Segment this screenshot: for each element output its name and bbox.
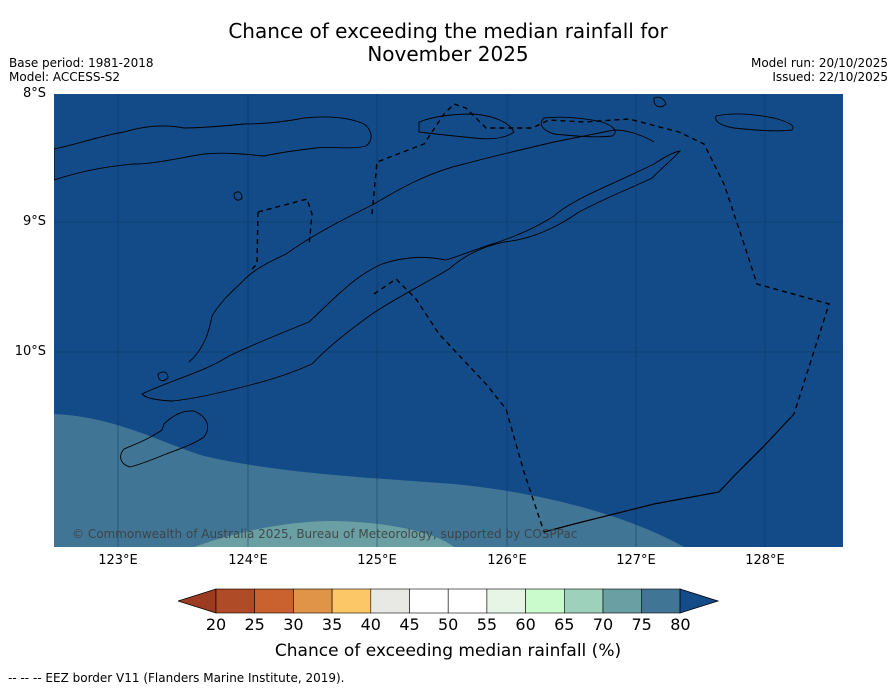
lat-label-8s: 8°S: [22, 86, 46, 101]
rainfall-map: [54, 94, 843, 547]
timor-island-coastline: [141, 150, 682, 402]
title-line-1: Chance of exceeding the median rainfall …: [228, 19, 668, 43]
graticule: [54, 94, 843, 547]
colorbar-over-triangle: [679, 588, 720, 614]
colorbar-cell-55-60: [486, 588, 526, 614]
colorbar-tick-20: 20: [205, 615, 227, 634]
colorbar-tick-30: 30: [283, 615, 304, 634]
colorbar-label: Chance of exceeding median rainfall (%): [274, 641, 622, 661]
colorbar-cell-60-65: [525, 588, 565, 614]
colorbar-tick-70: 70: [592, 615, 614, 634]
chart-title: Chance of exceeding the median rainfall …: [0, 20, 896, 66]
small-island-3: [157, 371, 169, 382]
colorbar-cell-30-35: [293, 588, 333, 614]
colorbar-under-triangle: [178, 588, 217, 614]
timor-west-coastline: [188, 129, 655, 363]
copyright-text: © Commonwealth of Australia 2025, Bureau…: [72, 527, 578, 541]
colorbar-cell-35-40: [331, 588, 372, 614]
eez-border: [251, 103, 830, 533]
colorbar-cell-45-50: [409, 588, 449, 614]
east-islands-coastline: [715, 113, 794, 132]
colorbar-tick-55: 55: [476, 615, 498, 634]
small-island-1: [653, 96, 667, 108]
colorbar-tick-45: 45: [399, 615, 420, 634]
model-text: Model: ACCESS-S2: [9, 70, 121, 84]
lon-label-125e: 125°E: [357, 553, 397, 568]
colorbar-cell-25-30: [254, 588, 294, 614]
alor-coastline: [418, 113, 515, 140]
land-border: [543, 413, 795, 533]
lat-label-10s: 10°S: [14, 344, 46, 359]
colorbar-cell-50-55: [447, 588, 488, 614]
lon-label-128e: 128°E: [745, 553, 785, 568]
meta-right: Model run: 20/10/2025 Issued: 22/10/2025: [751, 56, 888, 84]
issued-text: Issued: 22/10/2025: [772, 70, 888, 84]
colorbar-cell-20-25: [215, 588, 256, 614]
colorbar-tick-75: 75: [631, 615, 652, 634]
colorbar-tick-35: 35: [321, 615, 343, 634]
lon-label-123e: 123°E: [98, 553, 138, 568]
title-line-2: November 2025: [367, 42, 529, 66]
base-period-text: Base period: 1981-2018: [9, 56, 154, 70]
colorbar-tick-40: 40: [360, 615, 381, 634]
flores-coastline: [54, 116, 372, 181]
colorbar-tick-80: 80: [670, 615, 691, 634]
colorbar-tick-65: 65: [554, 615, 575, 634]
sumba-coastline: [120, 410, 208, 468]
lat-label-9s: 9°S: [22, 214, 46, 229]
colorbar-tick-50: 50: [438, 615, 459, 634]
footer-legend-text: -- -- -- EEZ border V11 (Flanders Marine…: [8, 671, 345, 685]
wetar-coastline: [540, 116, 616, 138]
colorbar-cell-75-80: [641, 588, 681, 614]
model-run-text: Model run: 20/10/2025: [750, 56, 888, 70]
lon-label-126e: 126°E: [487, 553, 527, 568]
colorbar-cell-65-70: [563, 588, 604, 614]
probability-band-70-75: [54, 414, 684, 547]
coastlines: [54, 96, 794, 468]
colorbar-cell-40-45: [370, 588, 410, 614]
colorbar-cell-70-75: [602, 588, 643, 614]
colorbar-tick-60: 60: [515, 615, 536, 634]
probability-band-65-70: [194, 521, 454, 547]
lon-label-124e: 124°E: [228, 553, 268, 568]
colorbar: [178, 588, 720, 614]
colorbar-tick-25: 25: [244, 615, 265, 634]
lon-label-127e: 127°E: [616, 553, 656, 568]
meta-left: Base period: 1981-2018 Model: ACCESS-S2: [9, 56, 154, 84]
small-island-2: [233, 191, 243, 201]
